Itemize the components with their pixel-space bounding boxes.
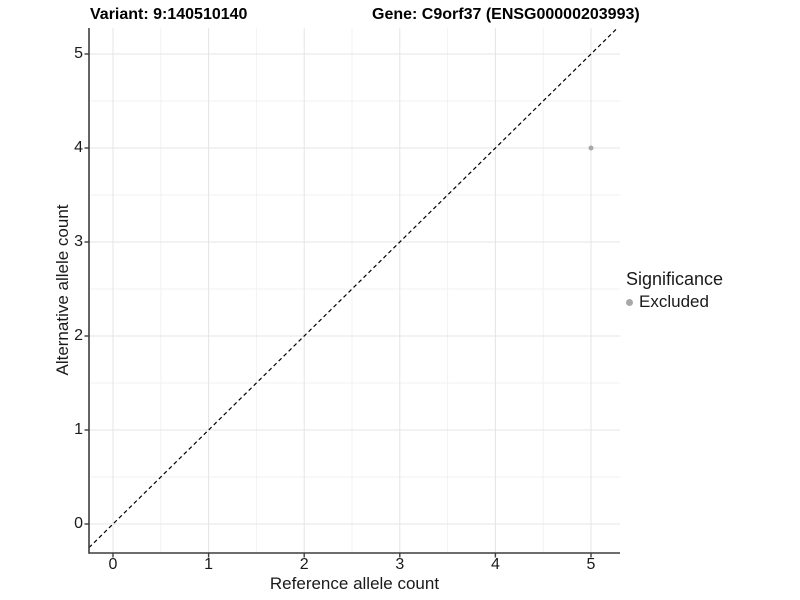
data-point bbox=[588, 145, 594, 151]
x-tick-label: 4 bbox=[490, 556, 500, 573]
y-tick-label: 2 bbox=[74, 327, 83, 344]
x-tick-label: 3 bbox=[395, 556, 405, 573]
legend: Significance Excluded bbox=[626, 269, 723, 312]
legend-entry-label: Excluded bbox=[639, 292, 709, 311]
x-axis-title: Reference allele count bbox=[269, 574, 440, 593]
y-tick-label: 0 bbox=[74, 515, 83, 532]
x-tick-label: 0 bbox=[108, 556, 118, 573]
x-tick-label: 5 bbox=[586, 556, 596, 573]
plot-title-gene: Gene: C9orf37 (ENSG00000203993) bbox=[372, 6, 640, 23]
x-tick-label: 2 bbox=[299, 556, 309, 573]
y-tick-label: 4 bbox=[74, 139, 83, 156]
y-tick-label: 1 bbox=[74, 421, 83, 438]
y-axis-title: Alternative allele count bbox=[53, 204, 72, 376]
plot-title-variant: Variant: 9:140510140 bbox=[90, 6, 248, 23]
x-tick-label: 1 bbox=[204, 556, 214, 573]
legend-title: Significance bbox=[626, 269, 724, 289]
identity-reference-line bbox=[88, 27, 618, 549]
legend-entry-excluded: Excluded bbox=[626, 292, 723, 312]
y-tick-label: 5 bbox=[74, 45, 83, 62]
y-tick-label: 3 bbox=[74, 233, 83, 250]
legend-point-icon bbox=[626, 298, 633, 306]
